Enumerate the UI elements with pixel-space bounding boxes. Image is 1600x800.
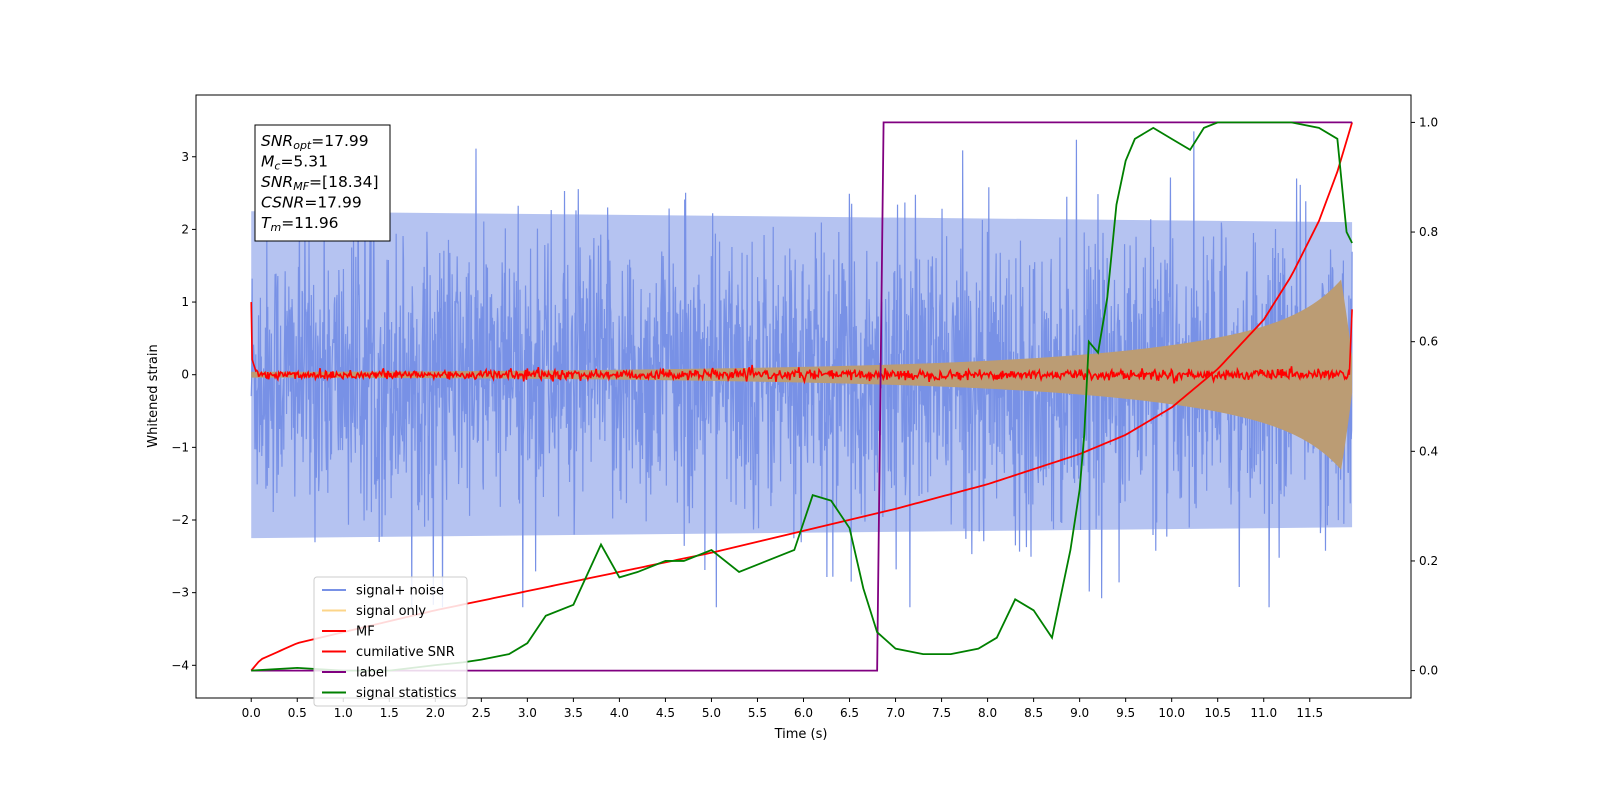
legend-label: label bbox=[356, 666, 387, 681]
legend: signal+ noise signal only MF cumilative SNR… bbox=[313, 576, 468, 707]
x-tick-label: 9.5 bbox=[1116, 706, 1135, 720]
x-tick-label: 11.5 bbox=[1296, 706, 1323, 720]
x-tick-label: 4.0 bbox=[610, 706, 629, 720]
annotation-line: SNRMF=[18.34] bbox=[261, 173, 379, 193]
x-tick-label: 3.5 bbox=[564, 706, 583, 720]
legend-label: signal+ noise bbox=[356, 584, 444, 599]
y-tick-label: −3 bbox=[171, 586, 189, 600]
x-tick-label: 10.0 bbox=[1158, 706, 1185, 720]
x-tick-label: 3.0 bbox=[518, 706, 537, 720]
y-tick-label: 0 bbox=[181, 368, 189, 382]
x-tick-label: 1.5 bbox=[380, 706, 399, 720]
x-tick-label: 11.0 bbox=[1250, 706, 1277, 720]
series-mf bbox=[250, 302, 1353, 385]
x-tick-label: 0.5 bbox=[288, 706, 307, 720]
y-tick-label: −4 bbox=[171, 658, 189, 672]
y-right-tick-label: 0.0 bbox=[1419, 664, 1438, 678]
x-tick-label: 7.5 bbox=[932, 706, 951, 720]
x-tick-label: 1.0 bbox=[334, 706, 353, 720]
x-tick-label: 5.5 bbox=[748, 706, 767, 720]
annotation-line: SNRopt=17.99 bbox=[261, 132, 369, 152]
x-tick-label: 2.5 bbox=[472, 706, 491, 720]
x-axis: 0.0 0.5 1.0 1.5 2.0 2.5 3.0 3.5 4.0 4.5 5.0 5.5 6.0 6… bbox=[242, 698, 1323, 720]
annotation-line: Tm=11.96 bbox=[261, 214, 339, 234]
y-right-tick-label: 1.0 bbox=[1419, 115, 1438, 129]
series-label bbox=[251, 121, 1353, 672]
y-right-tick-label: 0.6 bbox=[1419, 335, 1438, 349]
y-axis-label: Whitened strain bbox=[146, 344, 161, 447]
x-tick-label: 8.5 bbox=[1024, 706, 1043, 720]
annotation-line: Mc=5.31 bbox=[261, 153, 328, 173]
y-right-tick-label: 0.4 bbox=[1419, 444, 1438, 458]
annotation-line: CSNR=17.99 bbox=[261, 194, 362, 212]
y-axis-left: −4 −3 −2 −1 0 1 2 3 bbox=[171, 150, 196, 672]
legend-label: signal statistics bbox=[356, 686, 457, 701]
y-axis-right: 0.0 0.2 0.4 0.6 0.8 1.0 bbox=[1411, 115, 1438, 678]
x-tick-label: 0.0 bbox=[242, 706, 261, 720]
y-tick-label: 1 bbox=[181, 295, 189, 309]
legend-label: cumilative SNR bbox=[356, 645, 455, 660]
x-tick-label: 7.0 bbox=[886, 706, 905, 720]
x-tick-label: 8.0 bbox=[978, 706, 997, 720]
x-tick-label: 9.0 bbox=[1070, 706, 1089, 720]
x-tick-label: 2.0 bbox=[426, 706, 445, 720]
y-tick-label: 2 bbox=[181, 222, 189, 236]
x-tick-label: 4.5 bbox=[656, 706, 675, 720]
legend-label: signal only bbox=[356, 604, 426, 619]
y-tick-label: −1 bbox=[171, 440, 189, 454]
x-axis-label: Time (s) bbox=[774, 727, 828, 742]
x-tick-label: 10.5 bbox=[1204, 706, 1231, 720]
series-signal-statistics bbox=[251, 121, 1353, 672]
y-right-tick-label: 0.2 bbox=[1419, 554, 1438, 568]
annotation-box: SNRopt=17.99Mc=5.31SNRMF=[18.34]CSNR=17.… bbox=[254, 124, 391, 242]
y-tick-label: −2 bbox=[171, 513, 189, 527]
x-tick-label: 5.0 bbox=[702, 706, 721, 720]
legend-label: MF bbox=[356, 625, 375, 640]
y-tick-label: 3 bbox=[181, 150, 189, 164]
y-right-tick-label: 0.8 bbox=[1419, 225, 1438, 239]
x-tick-label: 6.0 bbox=[794, 706, 813, 720]
x-tick-label: 6.5 bbox=[840, 706, 859, 720]
plot-area bbox=[250, 121, 1353, 672]
